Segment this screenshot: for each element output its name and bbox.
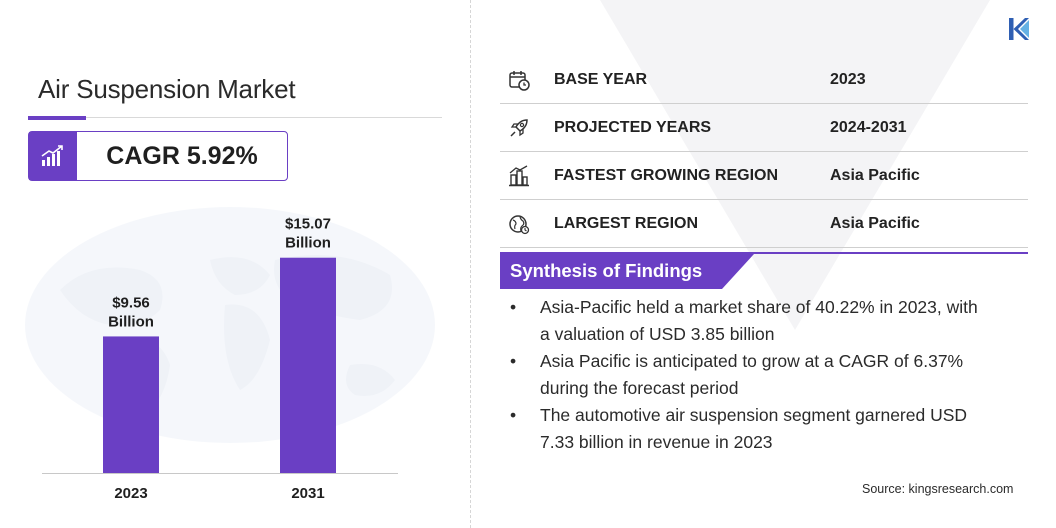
finding-line: 7.33 billion in revenue in 2023 [540,432,773,452]
bullet: • [510,297,517,317]
x-tick-label: 2023 [114,485,147,502]
findings-list: • Asia-Pacific held a market share of 40… [510,294,1010,456]
title-accent-bar [28,116,86,120]
background-triangle [600,0,990,330]
finding-line: The automotive air suspension segment ga… [540,405,968,425]
data-label-value: $9.56 [112,294,150,311]
info-label: FASTEST GROWING REGION [554,166,779,184]
data-label-unit: Billion [108,313,154,330]
list-item: • Asia Pacific is anticipated to grow at… [510,348,1010,402]
rocket-icon [510,119,528,137]
info-row-largest-region: LARGEST REGION Asia Pacific [500,200,1028,248]
cagr-value: CAGR 5.92% [106,141,258,170]
synthesis-header: Synthesis of Findings [500,252,1028,289]
x-tick-label: 2031 [291,485,324,502]
market-summary-panel: Air Suspension Market CAGR 5.92% $9.56 Bi… [0,0,466,528]
bullet: • [510,405,517,425]
cagr-badge: CAGR 5.92% [28,131,288,181]
info-value: Asia Pacific [830,214,920,232]
info-label: BASE YEAR [554,70,648,88]
market-info-table: BASE YEAR 2023 PROJECTED YEARS 2024-2031… [500,56,1028,248]
kings-research-logo-icon [1009,18,1029,40]
data-label-unit: Billion [285,235,331,252]
synthesis-banner [500,254,754,289]
bullet: • [510,351,517,371]
panel-divider [470,0,471,528]
info-row-fastest-growing-region: FASTEST GROWING REGION Asia Pacific [500,152,1028,200]
finding-line: during the forecast period [540,378,739,398]
info-row-base-year: BASE YEAR 2023 [500,56,1028,104]
synthesis-rule [500,252,1028,254]
finding-line: Asia-Pacific held a market share of 40.2… [540,297,978,317]
city-growth-icon [509,165,529,187]
list-item: • The automotive air suspension segment … [510,402,1010,456]
list-item: • Asia-Pacific held a market share of 40… [510,294,1010,348]
finding-line: a valuation of USD 3.85 billion [540,324,775,344]
info-row-projected-years: PROJECTED YEARS 2024-2031 [500,104,1028,152]
info-label: LARGEST REGION [554,214,699,232]
globe-icon [509,215,530,235]
bar-2023 [103,336,159,473]
calendar-clock-icon [509,71,530,91]
info-value: 2023 [830,70,866,88]
growth-chart-icon [29,132,77,180]
market-size-bar-chart: $9.56 Billion 2023 $15.07 Billion 2031 [42,216,398,502]
info-label: PROJECTED YEARS [554,118,712,136]
source-credit: Source: kingsresearch.com [862,482,1014,496]
page-title: Air Suspension Market [38,74,296,104]
title-divider [28,117,442,118]
finding-line: Asia Pacific is anticipated to grow at a… [540,351,964,371]
info-value: 2024-2031 [830,118,907,136]
synthesis-title: Synthesis of Findings [510,260,703,281]
bar-2031 [280,257,336,473]
data-label-value: $15.07 [285,216,331,233]
info-value: Asia Pacific [830,166,920,184]
